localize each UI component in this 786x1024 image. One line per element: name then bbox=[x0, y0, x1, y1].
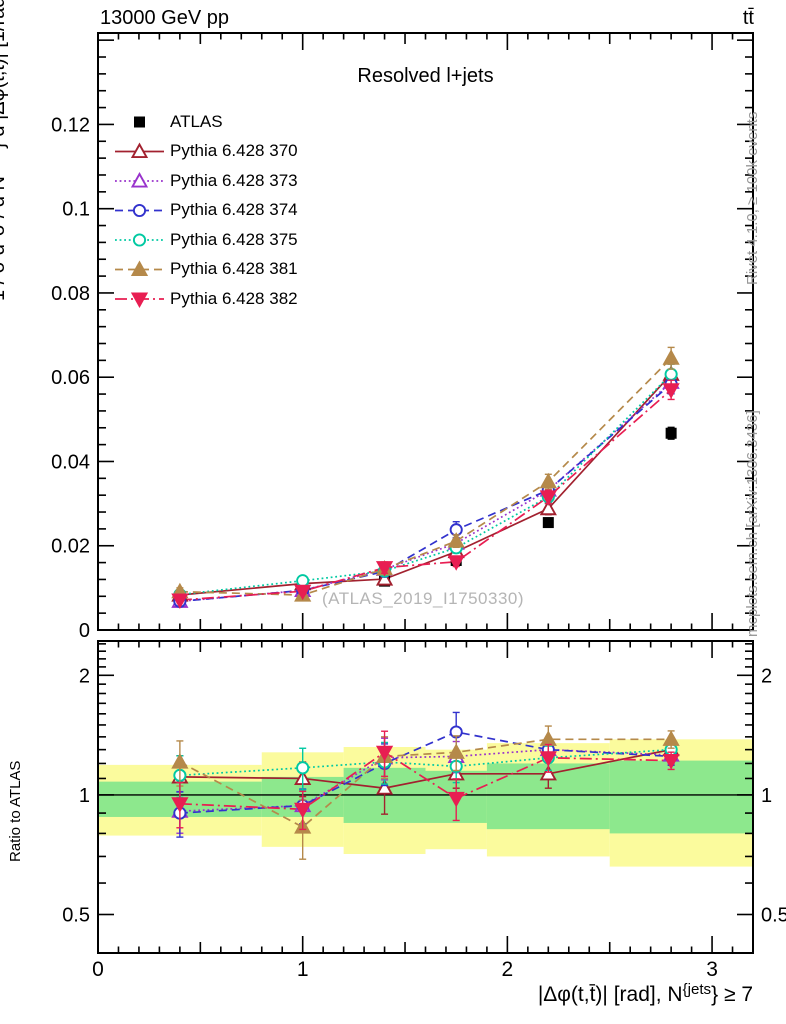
legend-label-pythia-382: Pythia 6.428 382 bbox=[170, 289, 298, 308]
beam-energy-label: 13000 GeV pp bbox=[100, 7, 229, 29]
analysis-id-watermark: (ATLAS_2019_I1750330) bbox=[321, 589, 525, 608]
svg-text:0.5: 0.5 bbox=[62, 904, 90, 926]
legend-label-pythia-375: Pythia 6.428 375 bbox=[170, 230, 298, 249]
svg-text:0.04: 0.04 bbox=[51, 451, 90, 473]
legend-label-pythia-374: Pythia 6.428 374 bbox=[170, 200, 298, 219]
legend-label-pythia-370: Pythia 6.428 370 bbox=[170, 141, 298, 160]
svg-text:0.02: 0.02 bbox=[51, 536, 90, 558]
y-axis-label: 1 / σ d2σ / d N{jets} d |Δφ(t,t̄)| [1/ra… bbox=[0, 0, 9, 301]
svg-text:0.08: 0.08 bbox=[51, 283, 90, 305]
process-label: tt̄ bbox=[742, 7, 754, 29]
svg-text:0: 0 bbox=[92, 958, 104, 981]
svg-text:1: 1 bbox=[297, 958, 309, 981]
svg-text:0.12: 0.12 bbox=[51, 114, 90, 136]
ratio-y-axis-label: Ratio to ATLAS bbox=[7, 760, 24, 862]
legend-label-pythia-381: Pythia 6.428 381 bbox=[170, 259, 298, 278]
legend-label-pythia-373: Pythia 6.428 373 bbox=[170, 171, 298, 190]
mcplots-credit-label: mcplots.cern.ch [arXiv:1306.3436] bbox=[744, 410, 761, 637]
svg-text:1: 1 bbox=[79, 785, 90, 807]
svg-text:0.06: 0.06 bbox=[51, 367, 90, 389]
legend-label-atlas: ATLAS bbox=[170, 112, 223, 131]
rivet-version-label: Rivet 4.1.0, ≥ 100k events bbox=[744, 111, 761, 285]
svg-text:1: 1 bbox=[761, 785, 772, 807]
svg-text:0.5: 0.5 bbox=[761, 904, 786, 926]
analysis-subtitle: Resolved l+jets bbox=[357, 65, 494, 87]
svg-text:2: 2 bbox=[761, 665, 772, 687]
svg-text:0.1: 0.1 bbox=[62, 199, 90, 221]
svg-text:0: 0 bbox=[79, 620, 90, 642]
x-axis-label: |Δφ(t,t̄)| [rad], N{jets} ≥ 7 bbox=[537, 981, 753, 1006]
svg-text:3: 3 bbox=[706, 958, 718, 981]
svg-text:2: 2 bbox=[502, 958, 514, 981]
svg-text:2: 2 bbox=[79, 665, 90, 687]
